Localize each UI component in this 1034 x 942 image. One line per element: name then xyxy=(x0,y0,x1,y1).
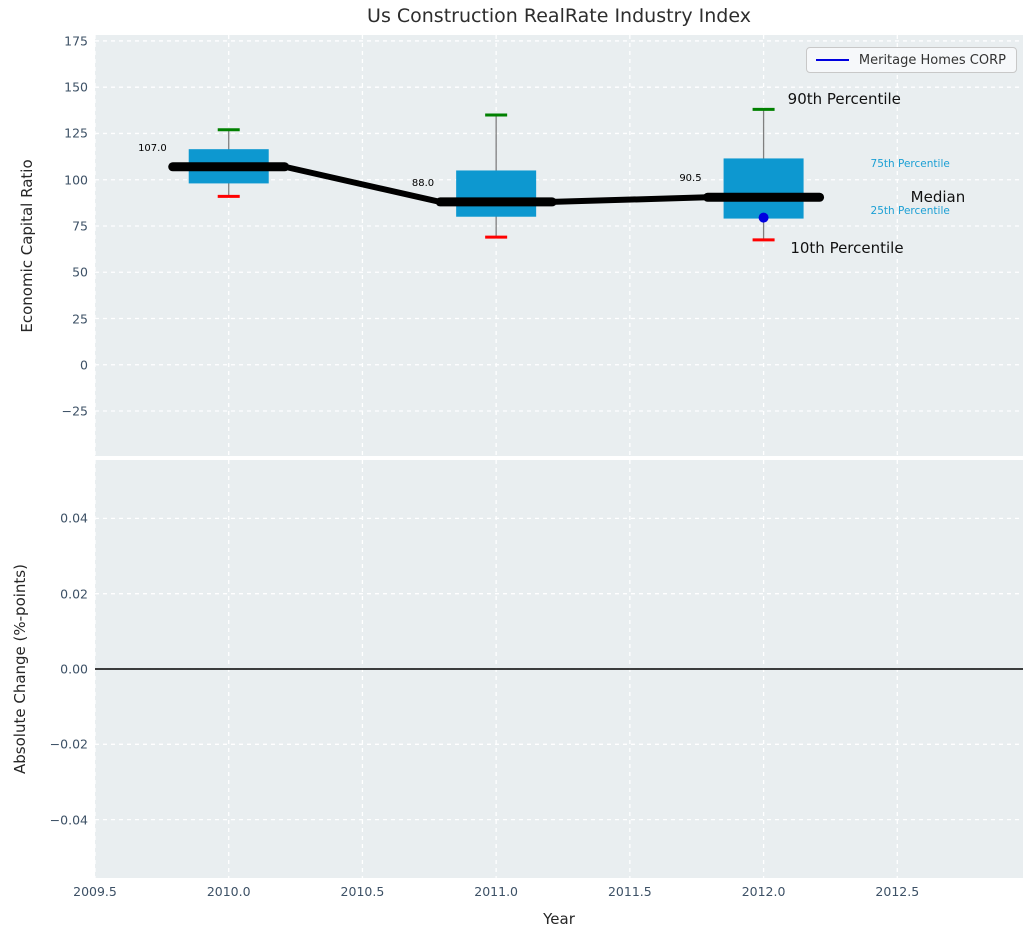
bottom-plot-canvas xyxy=(95,460,1023,878)
top-y-tick-label: 150 xyxy=(64,79,88,95)
top-y-tick-label: 175 xyxy=(64,33,88,49)
annotation-75th-percentile: 75th Percentile xyxy=(870,157,950,170)
box-group-2011 xyxy=(456,113,537,239)
legend-label: Meritage Homes CORP xyxy=(858,52,1006,68)
median-connector xyxy=(281,163,444,205)
top-y-tick-label: 100 xyxy=(64,172,88,188)
median-value-label: 90.5 xyxy=(679,173,702,185)
x-tick-label: 2012.5 xyxy=(875,884,920,899)
top-axes xyxy=(95,35,1023,456)
top-y-tick-label: 75 xyxy=(72,218,88,234)
median-connector xyxy=(549,194,711,205)
top-y-tick-label: 50 xyxy=(72,264,88,280)
legend: Meritage Homes CORP xyxy=(805,47,1017,73)
annotation-90th-percentile: 90th Percentile xyxy=(787,90,901,109)
median-value-label: 107.0 xyxy=(138,142,167,154)
x-tick-label: 2010.5 xyxy=(340,884,385,899)
top-y-tick-label: −25 xyxy=(61,403,88,419)
bottom-y-tick-label: −0.02 xyxy=(49,736,88,752)
bottom-y-tick-label: −0.04 xyxy=(49,812,88,828)
x-tick-label: 2010.0 xyxy=(206,884,251,899)
median-value-label: 88.0 xyxy=(411,177,435,189)
bottom-y-axis-label: Absolute Change (%-points) xyxy=(11,564,29,774)
top-y-tick-label: 125 xyxy=(64,125,88,141)
annotation-10th-percentile: 10th Percentile xyxy=(790,239,904,258)
top-y-axis-label: Economic Capital Ratio xyxy=(18,159,36,333)
top-y-tick-label: 0 xyxy=(80,357,88,373)
x-tick-label: 2011.5 xyxy=(607,884,652,899)
bottom-y-tick-label: 0.00 xyxy=(60,661,88,677)
bottom-y-tick-label: 0.04 xyxy=(60,510,88,526)
bottom-y-tick-label: 0.02 xyxy=(60,586,88,602)
annotation-median: Median xyxy=(910,188,966,207)
top-y-tick-label: 25 xyxy=(72,311,88,326)
iqr-box xyxy=(456,170,537,217)
chart-title: Us Construction RealRate Industry Index xyxy=(367,5,751,27)
top-plot-canvas xyxy=(95,35,1023,456)
x-axis-label: Year xyxy=(543,910,575,928)
gridlines xyxy=(95,35,1023,456)
company-point xyxy=(758,212,769,223)
x-tick-label: 2009.5 xyxy=(73,884,117,899)
x-tick-label: 2011.0 xyxy=(474,884,519,899)
legend-line-icon xyxy=(815,59,849,61)
bottom-axes xyxy=(95,460,1023,878)
annotation-25th-percentile: 25th Percentile xyxy=(870,205,950,218)
x-tick-label: 2012.0 xyxy=(741,884,786,899)
box-group-2012 xyxy=(723,107,804,242)
iqr-box xyxy=(723,158,804,219)
